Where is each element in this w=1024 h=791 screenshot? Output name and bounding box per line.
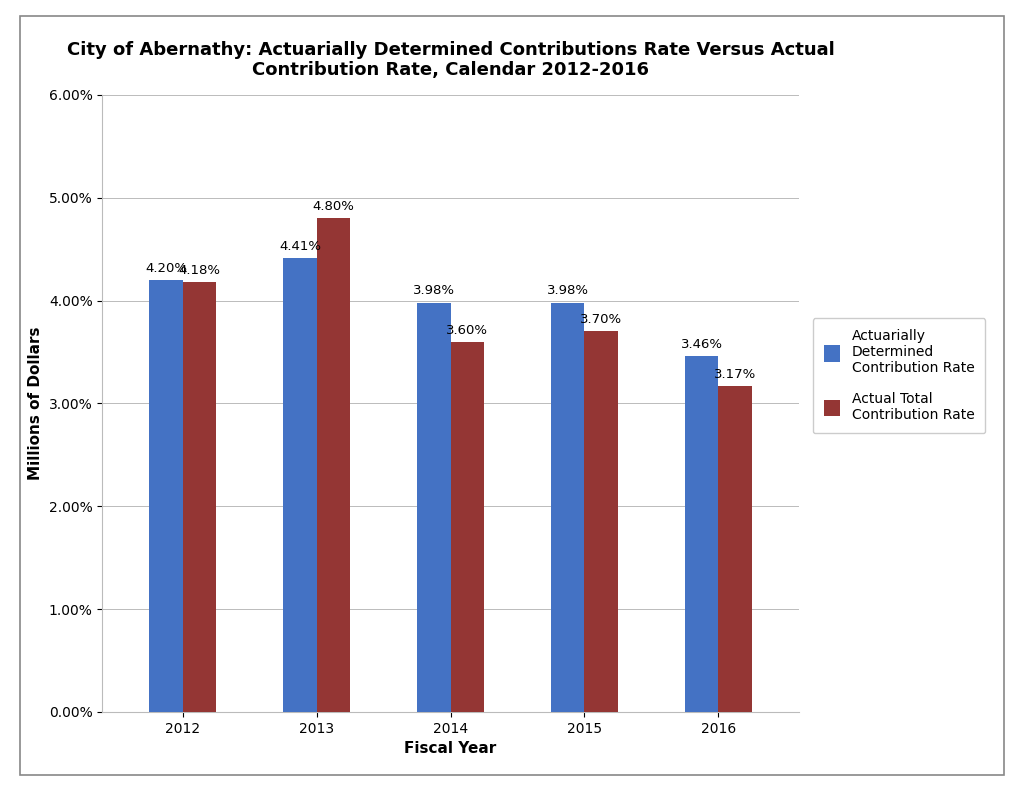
Bar xyxy=(182,282,216,712)
Text: 3.17%: 3.17% xyxy=(714,368,757,380)
Text: 4.41%: 4.41% xyxy=(279,240,321,253)
Bar xyxy=(284,259,316,712)
Y-axis label: Millions of Dollars: Millions of Dollars xyxy=(29,327,43,480)
Bar xyxy=(150,280,182,712)
Text: 3.70%: 3.70% xyxy=(581,313,623,326)
Title: City of Abernathy: Actuarially Determined Contributions Rate Versus Actual
Contr: City of Abernathy: Actuarially Determine… xyxy=(67,40,835,79)
Text: 3.98%: 3.98% xyxy=(547,285,589,297)
Text: 3.46%: 3.46% xyxy=(681,338,723,351)
Text: 4.20%: 4.20% xyxy=(145,262,187,275)
Bar xyxy=(585,331,617,712)
Text: 3.98%: 3.98% xyxy=(413,285,455,297)
Text: 3.60%: 3.60% xyxy=(446,324,488,337)
Bar xyxy=(451,342,484,712)
Text: 4.80%: 4.80% xyxy=(312,200,354,214)
Bar xyxy=(685,356,719,712)
Legend: Actuarially
Determined
Contribution Rate, Actual Total
Contribution Rate: Actuarially Determined Contribution Rate… xyxy=(813,318,985,433)
Text: 4.18%: 4.18% xyxy=(178,264,220,277)
Bar xyxy=(551,303,585,712)
Bar xyxy=(719,386,752,712)
Bar xyxy=(417,303,451,712)
X-axis label: Fiscal Year: Fiscal Year xyxy=(404,741,497,756)
Bar xyxy=(316,218,350,712)
